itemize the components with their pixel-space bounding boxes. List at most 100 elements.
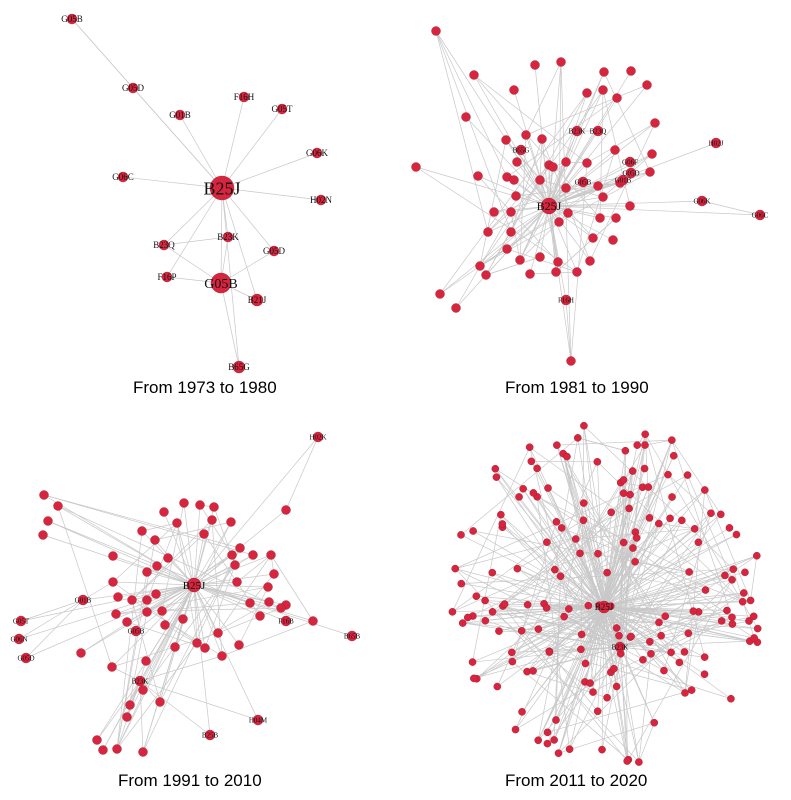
edge-p3 bbox=[142, 564, 236, 691]
edge-p2 bbox=[455, 211, 512, 309]
edge-p3 bbox=[112, 581, 198, 644]
edge-p4 bbox=[638, 653, 652, 763]
edge-p3 bbox=[116, 521, 232, 750]
edge-p4 bbox=[536, 496, 690, 573]
node-p2-small-34-marker bbox=[554, 217, 564, 227]
node-p4-small-163-marker bbox=[581, 659, 590, 668]
node-p2-small-45-marker bbox=[585, 256, 595, 266]
node-p3-3-label: G01B bbox=[75, 596, 92, 604]
edge-p4 bbox=[562, 453, 660, 623]
edge-p4 bbox=[619, 537, 638, 648]
node-p4-small-47-marker bbox=[728, 575, 736, 584]
edge-p4 bbox=[452, 541, 548, 613]
node-p4-small-27-marker bbox=[577, 645, 585, 654]
node-p4-small-156-marker bbox=[470, 674, 478, 683]
edge-p4 bbox=[638, 722, 655, 763]
edge-p1 bbox=[132, 87, 223, 189]
node-p4-small-23-marker bbox=[472, 592, 481, 601]
node-p3-7-label: F16B bbox=[278, 617, 294, 625]
node-p2-small-54-marker bbox=[566, 356, 576, 366]
node-p1-5-marker bbox=[276, 103, 288, 115]
edge-p4 bbox=[515, 671, 612, 730]
node-p4-small-111-marker bbox=[738, 597, 747, 606]
node-p3-small-26-marker bbox=[264, 597, 274, 607]
edge-p2 bbox=[548, 205, 601, 219]
node-p3-1-label: B23K bbox=[132, 677, 149, 685]
node-p4-small-151-marker bbox=[664, 470, 672, 479]
node-p1-10-marker bbox=[158, 239, 170, 251]
edge-p1 bbox=[220, 250, 275, 284]
node-p3-small-40-marker bbox=[192, 638, 202, 648]
edge-p4 bbox=[452, 447, 530, 612]
edge-p2 bbox=[510, 138, 543, 233]
node-p4-small-159-marker bbox=[707, 509, 715, 518]
edge-p2 bbox=[548, 71, 605, 207]
node-p4-small-75-marker bbox=[553, 441, 561, 449]
node-p1-13-label: B21J bbox=[248, 295, 267, 305]
edge-p2 bbox=[485, 256, 541, 276]
node-p4-small-15-marker bbox=[607, 508, 615, 517]
node-p2-small-11-marker bbox=[598, 85, 608, 95]
node-p4-1-label: B23K bbox=[612, 643, 629, 651]
edge-p3 bbox=[141, 522, 178, 532]
edge-p3 bbox=[18, 584, 195, 640]
edge-p2 bbox=[539, 138, 543, 181]
node-p3-small-23-marker bbox=[263, 582, 273, 592]
node-p2-small-36-marker bbox=[489, 207, 499, 217]
edge-p4 bbox=[628, 579, 733, 760]
node-p2-hub-marker bbox=[540, 197, 558, 215]
node-p3-small-38-marker bbox=[160, 620, 170, 630]
node-p4-small-10-marker bbox=[625, 504, 633, 513]
node-p1-4-label: F16H bbox=[234, 92, 255, 102]
edge-p4 bbox=[580, 425, 585, 650]
edge-p3 bbox=[57, 505, 195, 586]
node-p4-small-46-marker bbox=[573, 434, 582, 442]
node-p4-small-14-marker bbox=[669, 451, 678, 460]
node-p4-small-84-marker bbox=[732, 530, 741, 539]
edge-p1 bbox=[221, 187, 275, 252]
node-p4-small-1-marker bbox=[497, 510, 505, 519]
node-p4-small-31-marker bbox=[641, 441, 649, 449]
node-p3-9-label: H04M bbox=[249, 716, 268, 724]
node-p2-small-51-marker bbox=[435, 289, 445, 299]
edge-p2 bbox=[548, 205, 617, 219]
node-p3-small-2-marker bbox=[43, 516, 53, 526]
node-p2-small-4-marker bbox=[530, 60, 540, 70]
edge-p3 bbox=[116, 571, 148, 750]
node-p4-small-118-marker bbox=[533, 464, 541, 473]
edge-p4 bbox=[750, 555, 758, 601]
node-p3-small-31-marker bbox=[127, 595, 137, 605]
node-p3-10-marker bbox=[204, 729, 216, 741]
node-p3-small-28-marker bbox=[227, 550, 237, 560]
node-p2-small-27-marker bbox=[645, 167, 655, 177]
edge-p4 bbox=[603, 520, 683, 608]
edge-p4 bbox=[546, 607, 686, 694]
node-p3-4-marker bbox=[15, 615, 27, 627]
edge-p1 bbox=[221, 152, 318, 189]
edge-p4 bbox=[547, 689, 692, 733]
node-p4-small-153-marker bbox=[619, 538, 628, 547]
node-p3-small-4-marker bbox=[108, 551, 118, 561]
edge-p4 bbox=[455, 568, 528, 606]
edge-p2 bbox=[479, 185, 599, 267]
node-p4-small-21-marker bbox=[612, 624, 621, 632]
edge-p4 bbox=[502, 605, 586, 664]
edge-p3 bbox=[270, 554, 314, 622]
edge-p3 bbox=[236, 554, 272, 583]
edge-p4 bbox=[610, 440, 673, 607]
edge-p2 bbox=[570, 162, 588, 362]
node-p3-small-46-marker bbox=[107, 662, 117, 672]
node-p3-7-marker bbox=[280, 615, 292, 627]
edge-p4 bbox=[644, 434, 705, 658]
node-p4-small-56-marker bbox=[694, 538, 703, 547]
node-p2-7-marker bbox=[617, 174, 629, 186]
node-p4-small-133-marker bbox=[746, 596, 755, 605]
edge-p3 bbox=[57, 505, 113, 668]
node-p4-small-60-marker bbox=[594, 549, 602, 558]
edge-p4 bbox=[460, 437, 579, 536]
edge-p3 bbox=[20, 599, 84, 622]
edge-p4 bbox=[547, 646, 621, 744]
edge-p4 bbox=[603, 571, 690, 608]
node-p2-2-label: B23Q bbox=[590, 127, 607, 135]
node-p3-small-39-marker bbox=[178, 614, 188, 624]
